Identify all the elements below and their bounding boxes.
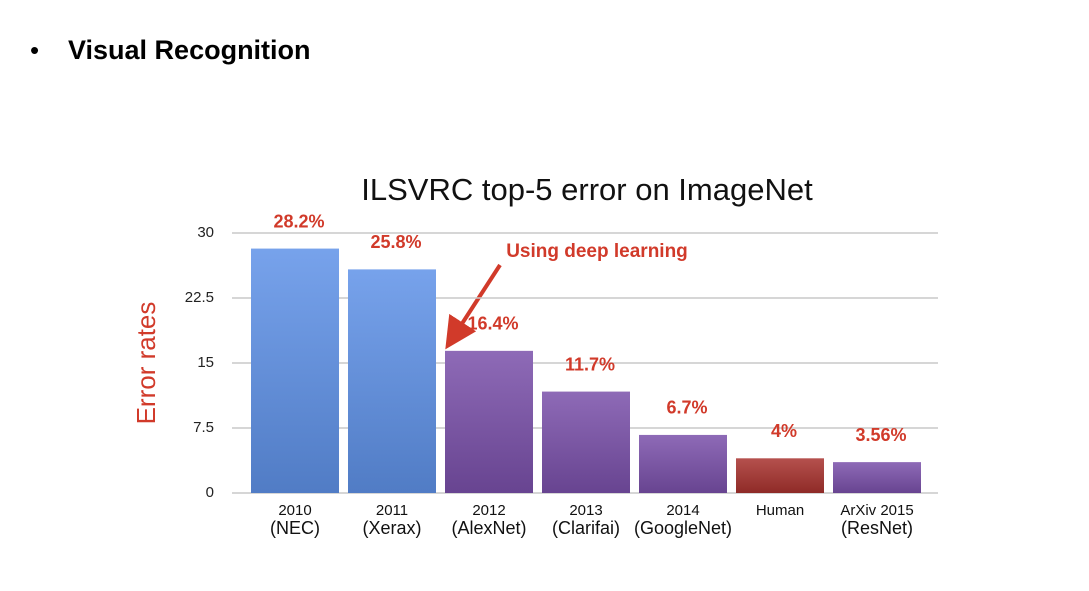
bullet: •	[30, 35, 39, 65]
x-tick-note: (AlexNet)	[451, 518, 526, 538]
x-tick-note: (NEC)	[270, 518, 320, 538]
y-tick-label: 7.5	[193, 419, 214, 436]
y-axis-label: Error rates	[131, 302, 161, 425]
value-label: 4%	[771, 421, 797, 441]
x-tick-label: 2012	[472, 502, 505, 519]
x-tick-label: 2011	[376, 502, 408, 519]
x-tick-label: Human	[756, 502, 804, 519]
value-label: 6.7%	[666, 398, 707, 418]
value-label: 28.2%	[273, 211, 324, 231]
x-tick-label: ArXiv 2015	[840, 502, 913, 519]
bar-shade	[348, 269, 436, 493]
x-tick-label: 2010	[278, 502, 311, 519]
annotation: Using deep learning	[506, 241, 688, 262]
x-tick-note: (GoogleNet)	[634, 518, 732, 538]
value-label: 16.4%	[467, 314, 518, 334]
y-tick-label: 15	[197, 354, 214, 371]
bar-shade	[736, 458, 824, 493]
y-tick-label: 0	[206, 484, 214, 501]
bar-shade	[639, 434, 727, 493]
slide-title: Visual Recognition	[68, 35, 311, 65]
y-tick-label: 30	[197, 224, 214, 241]
y-tick-label: 22.5	[185, 289, 214, 306]
value-label: 25.8%	[370, 232, 421, 252]
value-label: 11.7%	[565, 354, 615, 374]
bar-shade	[833, 462, 921, 493]
annotation-arrow	[445, 263, 502, 350]
x-tick-label: 2013	[569, 502, 602, 519]
bar-shade	[445, 350, 533, 493]
chart-title: ILSVRC top-5 error on ImageNet	[361, 172, 813, 207]
x-tick-note: (Clarifai)	[552, 518, 620, 538]
bar-shade	[542, 391, 630, 493]
value-label: 3.56%	[855, 425, 906, 445]
x-tick-label: 2014	[666, 502, 699, 519]
x-tick-note: (Xerax)	[362, 518, 421, 538]
bar-shade	[251, 248, 339, 493]
x-tick-note: (ResNet)	[841, 518, 913, 538]
